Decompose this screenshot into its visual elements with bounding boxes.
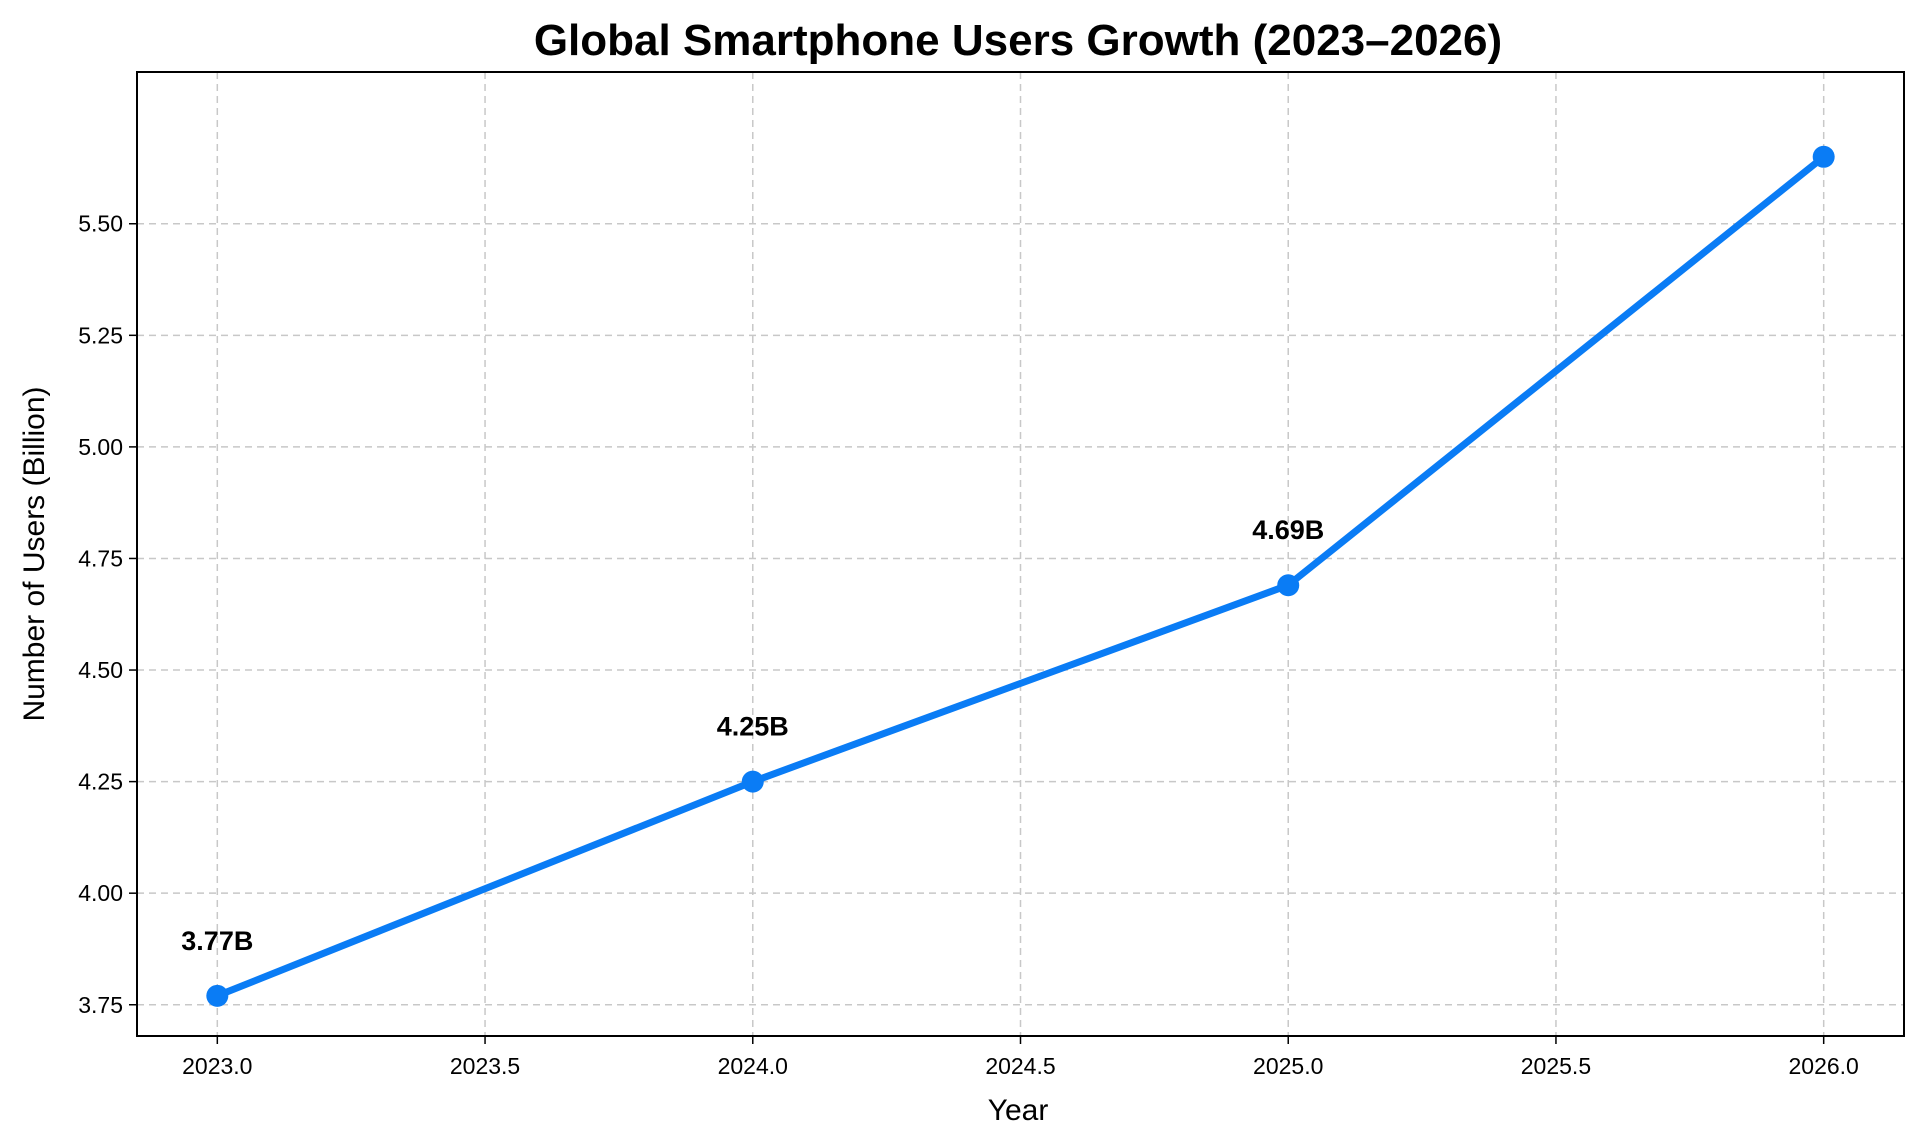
data-labels: 3.77B 4.25B 4.69B	[181, 515, 1324, 956]
x-tick-label: 2025.0	[1253, 1053, 1323, 1079]
data-point-marker	[206, 984, 229, 1007]
data-value-label: 4.25B	[717, 712, 789, 742]
y-tick-label: 5.50	[78, 211, 123, 237]
y-tick-label: 5.00	[78, 434, 123, 460]
y-axis-title: Number of Users (Billion)	[18, 386, 51, 721]
x-tick-label: 2023.0	[182, 1053, 252, 1079]
y-tick-label: 5.25	[78, 322, 123, 348]
x-tick-label: 2024.5	[985, 1053, 1055, 1079]
series-line	[213, 153, 1828, 1000]
y-tick-label: 4.75	[78, 545, 123, 571]
y-tick-label: 4.25	[78, 769, 123, 795]
chart-title: Global Smartphone Users Growth (2023–202…	[534, 16, 1502, 65]
data-point-marker	[741, 770, 764, 793]
data-point-marker	[1277, 574, 1300, 597]
y-tick-label: 3.75	[78, 992, 123, 1018]
x-tick-label: 2023.5	[450, 1053, 520, 1079]
data-value-label: 4.69B	[1252, 515, 1324, 545]
x-axis-title: Year	[988, 1094, 1049, 1127]
x-tick-label: 2026.0	[1789, 1053, 1859, 1079]
x-tick-label: 2024.0	[718, 1053, 788, 1079]
axis-ticks: 2023.0 2023.5 2024.0 2024.5 2025.0 2025.5 2026…	[78, 211, 1859, 1079]
x-tick-label: 2025.5	[1521, 1053, 1591, 1079]
data-point-marker	[1812, 145, 1835, 168]
y-tick-label: 4.50	[78, 657, 123, 683]
y-tick-label: 4.00	[78, 880, 123, 906]
series-layer	[206, 145, 1835, 1007]
data-value-label: 3.77B	[181, 926, 253, 956]
grid	[137, 72, 1904, 1036]
